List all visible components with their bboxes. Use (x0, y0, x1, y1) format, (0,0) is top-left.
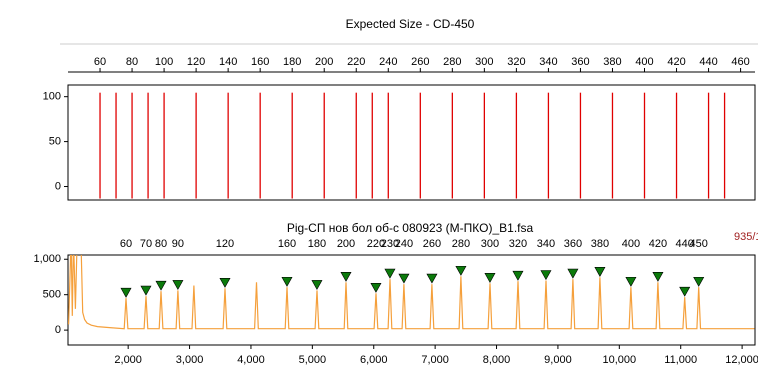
x-tick-label: 6,000 (360, 354, 388, 366)
peak-size-label: 240 (395, 238, 413, 250)
x-tick-label: 460 (731, 56, 749, 68)
x-tick-label: 140 (219, 56, 237, 68)
x-tick-label: 320 (507, 56, 525, 68)
peak-marker (679, 286, 691, 297)
peak-size-label: 80 (155, 238, 167, 250)
peak-size-label: 120 (216, 238, 234, 250)
peak-marker (484, 273, 496, 283)
x-tick-label: 180 (283, 56, 301, 68)
chart-title: Expected Size - CD-450 (346, 17, 475, 31)
x-tick-label: 4,000 (237, 354, 265, 366)
x-tick-label: 100 (155, 56, 173, 68)
peak-size-label: 400 (622, 238, 640, 250)
x-tick-label: 5,000 (299, 354, 327, 366)
peak-marker (172, 280, 184, 291)
x-tick-label: 220 (347, 56, 365, 68)
peak-marker (281, 276, 293, 287)
peak-marker (398, 273, 410, 284)
peak-marker (567, 268, 579, 279)
peak-marker (455, 265, 467, 276)
peak-marker (540, 270, 552, 281)
peak-marker (140, 285, 152, 296)
y-tick-label: 100 (43, 91, 61, 103)
peak-size-label: 220 (367, 238, 385, 250)
peak-size-label: 360 (564, 238, 582, 250)
x-tick-label: 7,000 (421, 354, 449, 366)
peak-marker (370, 282, 382, 293)
peak-size-label: 440 (676, 238, 694, 250)
x-tick-label: 360 (571, 56, 589, 68)
peak-size-label: 260 (423, 238, 441, 250)
x-tick-label: 10,000 (602, 354, 636, 366)
x-tick-label: 300 (475, 56, 493, 68)
peak-marker (120, 287, 132, 298)
y-tick-label: 500 (43, 289, 61, 301)
x-tick-label: 260 (411, 56, 429, 68)
x-tick-label: 120 (187, 56, 205, 68)
peak-marker (652, 271, 664, 282)
peak-size-label: 200 (337, 238, 355, 250)
x-tick-label: 9,000 (544, 354, 572, 366)
x-tick-label: 240 (379, 56, 397, 68)
peak-marker (155, 280, 167, 291)
peak-size-label: 340 (537, 238, 555, 250)
plot-area (68, 255, 755, 330)
y-tick-label: 0 (55, 324, 61, 336)
peak-size-label: 160 (278, 238, 296, 250)
peak-marker (512, 270, 524, 281)
peak-size-label: 90 (172, 238, 184, 250)
x-tick-label: 200 (315, 56, 333, 68)
x-tick-label: 2,000 (114, 354, 142, 366)
x-tick-label: 440 (699, 56, 717, 68)
x-tick-label: 11,000 (664, 354, 697, 366)
x-tick-label: 12,000 (725, 354, 758, 366)
peak-size-label: 180 (308, 238, 326, 250)
peak-marker (311, 280, 323, 291)
peak-size-label: 70 (140, 238, 152, 250)
peak-size-label: 60 (120, 238, 132, 250)
peak-marker (594, 267, 606, 277)
trace (68, 255, 755, 330)
peak-size-label: 320 (509, 238, 527, 250)
peak-size-label: 420 (649, 238, 667, 250)
x-tick-label: 400 (635, 56, 653, 68)
y-tick-label: 1,000 (33, 253, 61, 265)
x-tick-label: 280 (443, 56, 461, 68)
x-tick-label: 340 (539, 56, 557, 68)
peak-size-label: 280 (452, 238, 470, 250)
x-tick-label: 3,000 (176, 354, 204, 366)
peak-marker (219, 278, 231, 288)
peak-marker (625, 276, 637, 287)
y-tick-label: 0 (55, 180, 61, 192)
chart-title: Pig-СП нов бол об-с 080923 (М-ПКО)_B1.fs… (287, 221, 534, 235)
x-tick-label: 80 (126, 56, 138, 68)
peak-marker (340, 271, 352, 282)
peak-size-label: 450 (690, 238, 708, 250)
x-tick-label: 380 (603, 56, 621, 68)
peak-size-label: 380 (591, 238, 609, 250)
peak-size-label: 230 (381, 238, 399, 250)
peak-marker (426, 273, 438, 284)
y-tick-label: 50 (49, 136, 61, 148)
peak-marker (693, 276, 705, 287)
x-tick-label: 60 (94, 56, 106, 68)
peak-size-label: 300 (481, 238, 499, 250)
x-tick-label: 160 (251, 56, 269, 68)
annotation: 935/15 (734, 231, 758, 243)
x-tick-label: 8,000 (483, 354, 511, 366)
plot-frame (67, 254, 756, 346)
x-tick-label: 420 (667, 56, 685, 68)
peak-marker (384, 268, 396, 279)
plot-frame (67, 84, 756, 201)
